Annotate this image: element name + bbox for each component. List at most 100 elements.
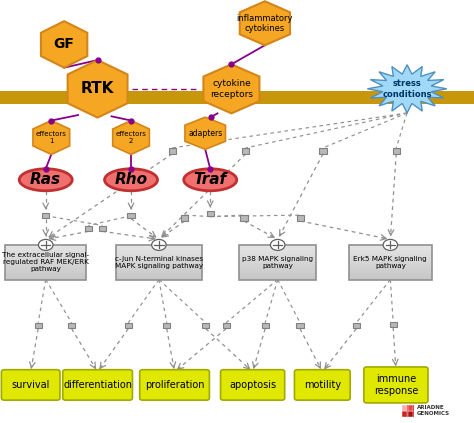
Bar [349, 247, 432, 248]
Text: Erk5 MAPK signaling
pathway: Erk5 MAPK signaling pathway [354, 256, 427, 269]
Bar [349, 267, 432, 269]
Bar [181, 215, 188, 221]
Bar [5, 271, 86, 273]
Bar [408, 411, 413, 417]
Bar [5, 247, 86, 248]
Bar [116, 248, 202, 250]
Bar [349, 255, 432, 257]
Bar [349, 269, 432, 271]
Bar [116, 264, 202, 266]
Bar [239, 278, 316, 280]
Circle shape [152, 239, 166, 250]
Bar [5, 276, 86, 278]
Text: adapters: adapters [188, 129, 222, 138]
Bar [408, 405, 413, 411]
Bar [239, 261, 316, 262]
Polygon shape [367, 65, 447, 113]
Bar [5, 250, 86, 252]
Bar [207, 211, 214, 217]
Circle shape [271, 239, 285, 250]
Bar [116, 276, 202, 278]
Polygon shape [113, 121, 149, 154]
Bar [239, 254, 316, 255]
Bar [116, 273, 202, 275]
Bar [319, 148, 327, 154]
Bar [85, 226, 92, 231]
Bar [353, 323, 360, 328]
Bar [5, 257, 86, 259]
Text: stress
conditions: stress conditions [383, 79, 432, 99]
Bar [5, 273, 86, 275]
Polygon shape [33, 121, 70, 154]
Text: immune
response: immune response [374, 374, 418, 396]
Bar [239, 267, 316, 269]
Bar [222, 323, 230, 328]
Bar [349, 250, 432, 252]
Bar [116, 267, 202, 269]
Bar [116, 252, 202, 253]
Polygon shape [68, 60, 128, 118]
Bar [163, 323, 170, 328]
Bar [116, 269, 202, 271]
Bar [349, 276, 432, 278]
Text: survival: survival [11, 380, 50, 390]
Bar [5, 264, 86, 266]
Bar [5, 267, 86, 269]
Text: cytokine
receptors: cytokine receptors [210, 79, 253, 99]
Bar [116, 250, 202, 252]
Bar [240, 215, 247, 221]
Bar [116, 255, 202, 257]
Bar [239, 257, 316, 259]
Bar [116, 275, 202, 276]
FancyBboxPatch shape [364, 367, 428, 403]
Bar [349, 248, 432, 250]
Ellipse shape [19, 169, 72, 191]
Bar [116, 261, 202, 262]
Bar [5, 278, 86, 280]
FancyBboxPatch shape [63, 370, 132, 400]
Bar [349, 262, 432, 264]
Bar [349, 252, 432, 253]
Bar [169, 148, 176, 154]
Bar [5, 255, 86, 257]
Bar [5, 275, 86, 276]
Bar [392, 148, 400, 154]
Bar [125, 323, 132, 328]
Bar [239, 264, 316, 266]
Bar [239, 245, 316, 247]
Bar [239, 252, 316, 253]
Bar [296, 323, 304, 328]
Bar [128, 213, 135, 218]
Bar [297, 215, 304, 221]
Text: inflammatory
cytokines: inflammatory cytokines [237, 14, 293, 33]
Bar [68, 323, 75, 328]
Bar [349, 259, 432, 261]
Bar [42, 213, 49, 218]
Bar [239, 250, 316, 252]
Bar [5, 261, 86, 262]
Text: effectors
2: effectors 2 [116, 131, 146, 144]
Polygon shape [185, 117, 226, 149]
Bar [239, 273, 316, 275]
Bar [5, 266, 86, 267]
Text: Rho: Rho [115, 172, 147, 187]
Bar [239, 255, 316, 257]
Bar [5, 262, 86, 264]
Bar [5, 245, 86, 247]
Ellipse shape [184, 169, 237, 191]
Bar [239, 266, 316, 267]
Bar [0, 91, 474, 104]
FancyBboxPatch shape [294, 370, 350, 400]
Bar [349, 261, 432, 262]
Text: ARIADNE: ARIADNE [417, 405, 444, 410]
FancyBboxPatch shape [1, 370, 60, 400]
Text: proliferation: proliferation [145, 380, 204, 390]
Bar [239, 259, 316, 261]
Bar [242, 148, 249, 154]
Bar [5, 259, 86, 261]
Polygon shape [203, 64, 259, 113]
Bar [349, 271, 432, 273]
Bar [262, 323, 269, 328]
Bar [116, 271, 202, 273]
Polygon shape [41, 21, 87, 68]
